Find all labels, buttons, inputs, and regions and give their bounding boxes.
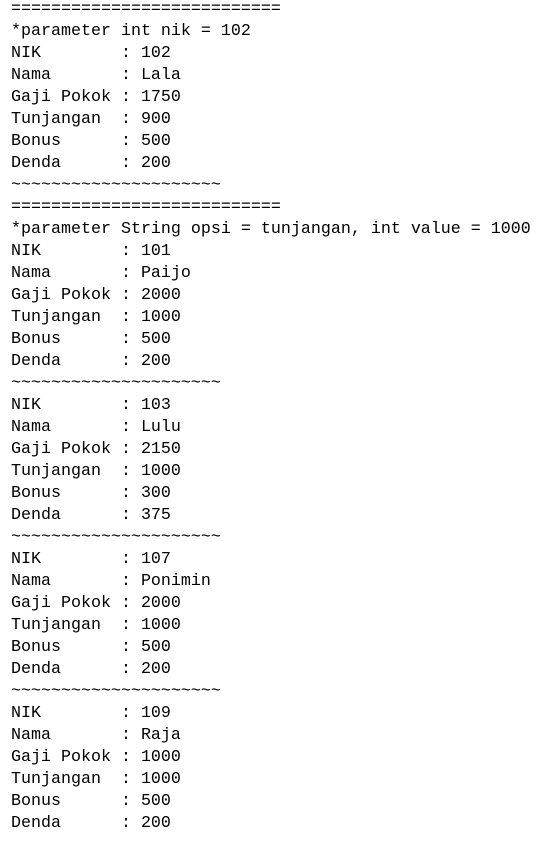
console-line: NIK : 103 xyxy=(11,396,171,415)
console-line: Tunjangan : 1000 xyxy=(11,462,181,481)
console-line: ~~~~~~~~~~~~~~~~~~~~~ xyxy=(11,682,221,701)
console-line: ~~~~~~~~~~~~~~~~~~~~~ xyxy=(11,528,221,547)
console-line: ~~~~~~~~~~~~~~~~~~~~~ xyxy=(11,374,221,393)
console-line: NIK : 101 xyxy=(11,242,171,261)
console-line: Bonus : 500 xyxy=(11,792,171,811)
console-line: NIK : 109 xyxy=(11,704,171,723)
console-line: Tunjangan : 1000 xyxy=(11,308,181,327)
console-line: Gaji Pokok : 2000 xyxy=(11,594,181,613)
console-line: Bonus : 300 xyxy=(11,484,171,503)
console-line: Bonus : 500 xyxy=(11,330,171,349)
console-line: Bonus : 500 xyxy=(11,638,171,657)
console-line: Denda : 200 xyxy=(11,814,171,833)
console-line: NIK : 102 xyxy=(11,44,171,63)
console-line: Denda : 200 xyxy=(11,660,171,679)
console-line: Nama : Lulu xyxy=(11,418,181,437)
console-line: NIK : 107 xyxy=(11,550,171,569)
console-line: Tunjangan : 1000 xyxy=(11,770,181,789)
console-line: ~~~~~~~~~~~~~~~~~~~~~ xyxy=(11,176,221,195)
console-line: Denda : 200 xyxy=(11,352,171,371)
console-line: Tunjangan : 900 xyxy=(11,110,171,129)
console-line: Tunjangan : 1000 xyxy=(11,616,181,635)
console-line: Bonus : 500 xyxy=(11,132,171,151)
console-line: Nama : Ponimin xyxy=(11,572,211,591)
console-line: =========================== xyxy=(11,0,281,19)
console-line: Gaji Pokok : 2150 xyxy=(11,440,181,459)
console-line: Nama : Lala xyxy=(11,66,181,85)
console-line: Denda : 200 xyxy=(11,154,171,173)
console-line: Nama : Raja xyxy=(11,726,181,745)
console-line: Gaji Pokok : 1750 xyxy=(11,88,181,107)
console-line: Denda : 375 xyxy=(11,506,171,525)
console-line: Gaji Pokok : 2000 xyxy=(11,286,181,305)
console-line: *parameter String opsi = tunjangan, int … xyxy=(11,220,531,239)
console-line: =========================== xyxy=(11,198,281,217)
console-line: *parameter int nik = 102 xyxy=(11,22,251,41)
console-line: Gaji Pokok : 1000 xyxy=(11,748,181,767)
console-line: Nama : Paijo xyxy=(11,264,191,283)
